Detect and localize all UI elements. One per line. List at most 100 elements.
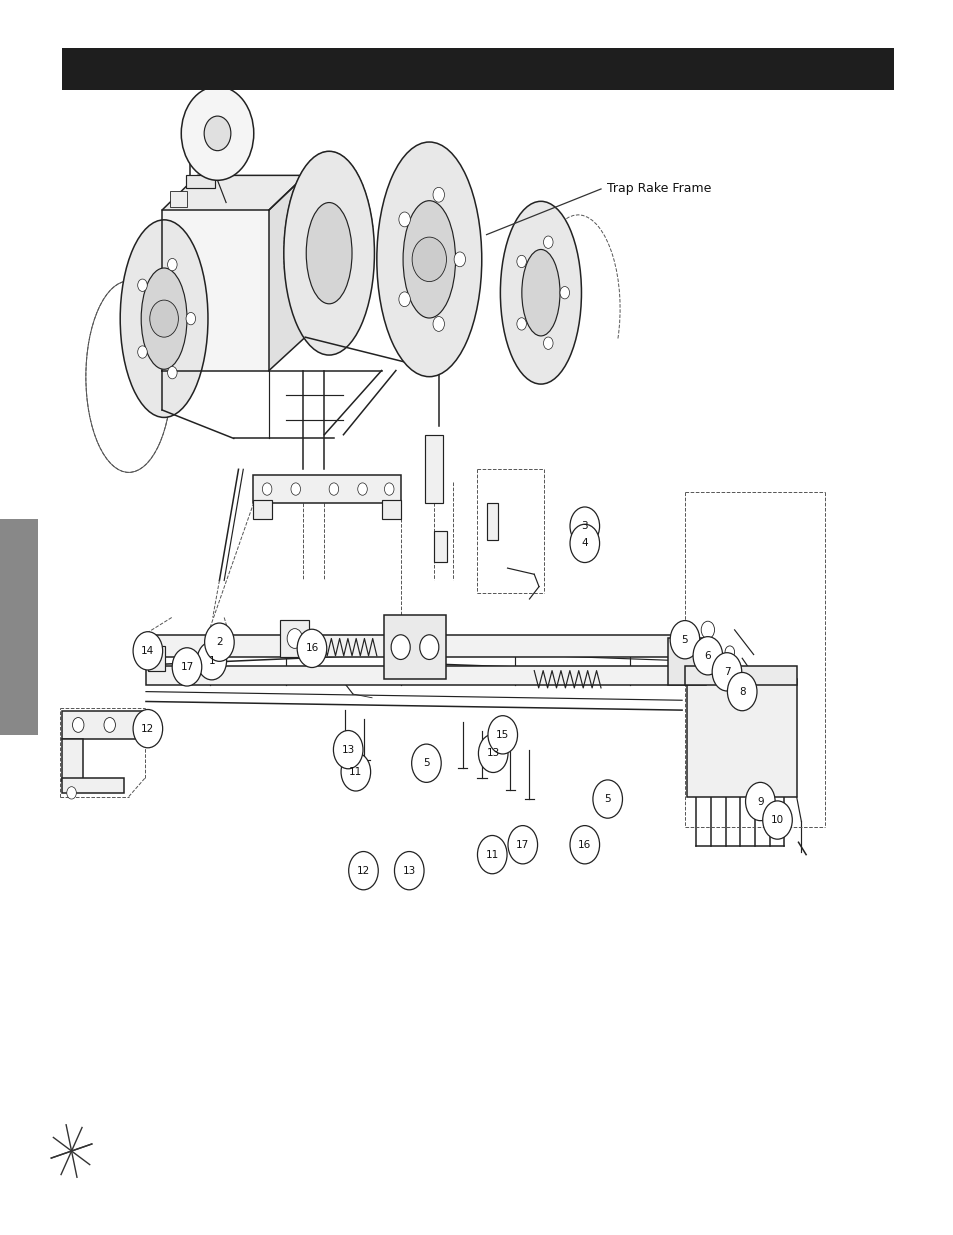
Ellipse shape bbox=[521, 249, 559, 336]
Text: 17: 17 bbox=[516, 840, 529, 850]
Circle shape bbox=[669, 620, 699, 659]
Circle shape bbox=[262, 483, 272, 495]
Text: 3: 3 bbox=[581, 521, 587, 531]
Text: 17: 17 bbox=[180, 662, 193, 672]
Circle shape bbox=[137, 346, 147, 358]
Circle shape bbox=[137, 279, 147, 291]
Circle shape bbox=[398, 212, 410, 227]
Text: 7: 7 bbox=[723, 667, 729, 677]
Circle shape bbox=[517, 317, 526, 330]
Text: 15: 15 bbox=[496, 730, 509, 740]
Text: 13: 13 bbox=[486, 748, 499, 758]
Circle shape bbox=[104, 718, 115, 732]
Ellipse shape bbox=[376, 142, 481, 377]
Circle shape bbox=[204, 116, 231, 151]
Text: 11: 11 bbox=[485, 850, 498, 860]
Bar bbox=[486, 503, 497, 540]
Circle shape bbox=[761, 802, 791, 840]
Circle shape bbox=[411, 743, 440, 783]
Circle shape bbox=[395, 852, 423, 889]
Bar bbox=[62, 47, 893, 90]
Circle shape bbox=[168, 367, 177, 379]
Circle shape bbox=[476, 835, 507, 874]
Bar bbox=[383, 615, 445, 679]
Circle shape bbox=[186, 312, 195, 325]
Circle shape bbox=[196, 642, 227, 679]
Text: 13: 13 bbox=[402, 866, 416, 876]
Polygon shape bbox=[162, 210, 269, 370]
Bar bbox=[146, 666, 699, 685]
Bar bbox=[186, 175, 214, 188]
Ellipse shape bbox=[402, 201, 456, 317]
Circle shape bbox=[297, 630, 326, 667]
Text: 4: 4 bbox=[581, 538, 587, 548]
Text: 12: 12 bbox=[356, 866, 370, 876]
Circle shape bbox=[168, 258, 177, 270]
Bar bbox=[684, 666, 796, 685]
Circle shape bbox=[349, 852, 377, 889]
Circle shape bbox=[711, 652, 741, 692]
Circle shape bbox=[334, 731, 362, 768]
Circle shape bbox=[692, 637, 722, 676]
Circle shape bbox=[569, 826, 598, 864]
Polygon shape bbox=[162, 175, 305, 210]
Text: 16: 16 bbox=[578, 840, 591, 850]
Text: 13: 13 bbox=[341, 745, 355, 755]
Text: 5: 5 bbox=[423, 758, 429, 768]
Text: Trap Rake Frame: Trap Rake Frame bbox=[606, 183, 710, 195]
Polygon shape bbox=[269, 175, 305, 370]
Circle shape bbox=[569, 524, 598, 563]
Circle shape bbox=[398, 291, 410, 306]
Bar bbox=[0, 519, 38, 735]
Text: 12: 12 bbox=[141, 724, 154, 734]
Ellipse shape bbox=[120, 220, 208, 417]
Bar bbox=[62, 778, 124, 793]
Circle shape bbox=[287, 629, 302, 648]
Circle shape bbox=[67, 787, 76, 799]
Text: 5: 5 bbox=[604, 794, 610, 804]
Text: 1: 1 bbox=[209, 656, 214, 666]
Circle shape bbox=[700, 621, 714, 638]
Circle shape bbox=[419, 635, 438, 659]
Bar bbox=[253, 475, 400, 503]
Bar bbox=[434, 531, 447, 562]
Ellipse shape bbox=[141, 268, 187, 369]
Ellipse shape bbox=[283, 151, 374, 356]
Text: 9: 9 bbox=[757, 797, 762, 806]
Circle shape bbox=[517, 256, 526, 268]
Bar bbox=[62, 739, 83, 781]
Circle shape bbox=[341, 753, 370, 792]
Circle shape bbox=[132, 632, 162, 671]
Text: 6: 6 bbox=[704, 651, 710, 661]
Ellipse shape bbox=[499, 201, 580, 384]
Circle shape bbox=[132, 709, 162, 748]
Bar bbox=[381, 500, 400, 519]
Circle shape bbox=[412, 237, 446, 282]
Text: 8: 8 bbox=[739, 687, 744, 697]
Circle shape bbox=[172, 647, 202, 687]
Bar bbox=[146, 635, 699, 657]
Text: 14: 14 bbox=[141, 646, 154, 656]
Text: 10: 10 bbox=[770, 815, 783, 825]
Circle shape bbox=[384, 483, 394, 495]
Circle shape bbox=[508, 826, 537, 864]
Circle shape bbox=[569, 506, 598, 546]
Circle shape bbox=[724, 646, 734, 658]
Circle shape bbox=[181, 86, 253, 180]
Circle shape bbox=[543, 236, 553, 248]
Circle shape bbox=[488, 716, 517, 753]
Circle shape bbox=[559, 287, 569, 299]
Circle shape bbox=[391, 635, 410, 659]
Bar bbox=[253, 500, 272, 519]
Text: 11: 11 bbox=[349, 767, 362, 777]
Circle shape bbox=[291, 483, 300, 495]
Text: 16: 16 bbox=[305, 643, 318, 653]
Circle shape bbox=[329, 483, 338, 495]
Ellipse shape bbox=[306, 203, 352, 304]
Text: 2: 2 bbox=[216, 637, 222, 647]
Bar bbox=[62, 711, 143, 739]
Circle shape bbox=[433, 188, 444, 203]
Bar bbox=[686, 679, 796, 797]
Bar bbox=[667, 638, 705, 685]
Bar bbox=[280, 620, 309, 657]
